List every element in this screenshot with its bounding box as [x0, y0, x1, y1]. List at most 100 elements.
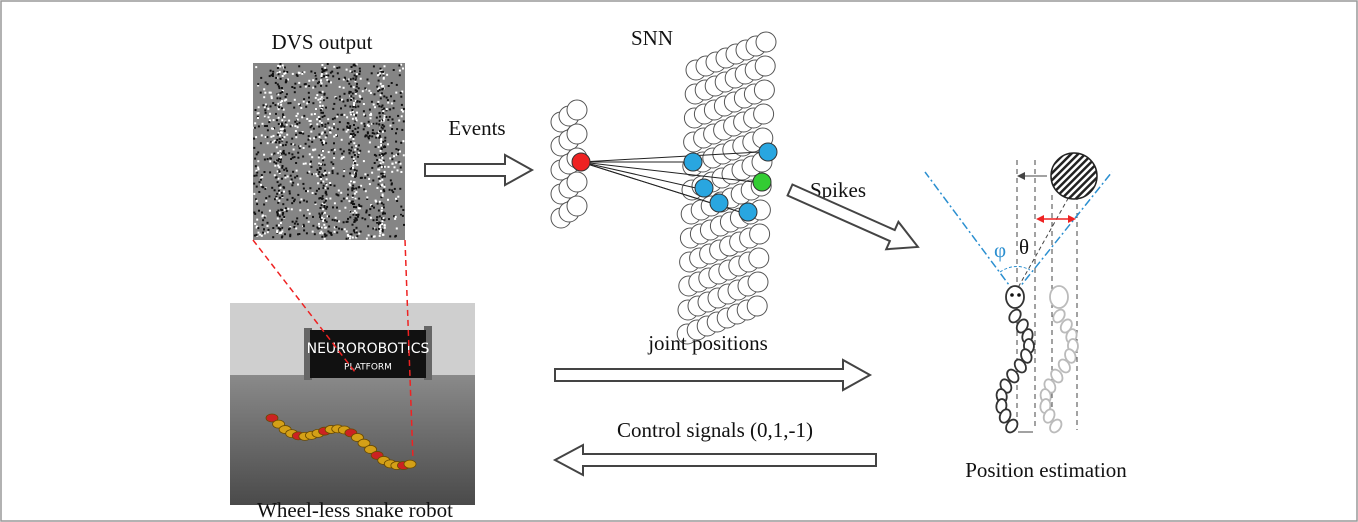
- event-pixel: [275, 162, 278, 165]
- event-pixel: [323, 218, 326, 221]
- event-pixel: [279, 134, 281, 137]
- event-pixel: [323, 233, 326, 236]
- event-pixel: [283, 136, 286, 139]
- event-pixel: [340, 191, 343, 194]
- event-pixel: [278, 211, 281, 214]
- event-pixel: [377, 168, 380, 171]
- event-pixel: [351, 109, 354, 112]
- event-pixel: [325, 106, 327, 109]
- event-pixel: [349, 111, 352, 114]
- neuron: [754, 55, 776, 77]
- event-pixel: [321, 197, 324, 200]
- event-pixel: [346, 234, 349, 236]
- event-pixel: [279, 63, 282, 66]
- event-pixel: [304, 83, 307, 86]
- event-pixel: [306, 209, 309, 211]
- event-pixel: [326, 215, 329, 218]
- event-pixel: [318, 222, 320, 225]
- event-pixel: [383, 107, 386, 110]
- event-pixel: [323, 223, 326, 226]
- event-pixel: [279, 101, 282, 104]
- event-pixel: [391, 118, 394, 121]
- event-pixel: [368, 141, 371, 144]
- event-pixel: [376, 187, 379, 189]
- event-pixel: [338, 121, 341, 124]
- event-pixel: [369, 208, 372, 211]
- event-pixel: [381, 178, 384, 181]
- event-pixel: [287, 207, 290, 210]
- event-pixel: [293, 198, 296, 201]
- event-pixel: [273, 161, 276, 164]
- event-pixel: [377, 222, 380, 225]
- event-pixel: [359, 77, 362, 80]
- event-pixel: [320, 181, 323, 184]
- event-pixel: [277, 116, 280, 119]
- event-pixel: [286, 169, 289, 172]
- event-pixel: [268, 195, 271, 198]
- event-pixel: [259, 91, 262, 94]
- event-pixel: [322, 174, 325, 177]
- event-pixel: [351, 236, 354, 239]
- event-pixel: [270, 140, 273, 143]
- event-pixel: [377, 146, 380, 149]
- event-pixel: [398, 64, 401, 67]
- event-pixel: [392, 69, 395, 71]
- event-pixel: [325, 174, 328, 177]
- event-pixel: [338, 85, 341, 88]
- event-pixel: [377, 72, 380, 75]
- event-pixel: [303, 71, 306, 74]
- event-pixel: [342, 150, 345, 153]
- event-pixel: [322, 70, 325, 73]
- event-pixel: [280, 158, 282, 161]
- event-pixel: [314, 136, 317, 139]
- event-pixel: [320, 82, 323, 85]
- event-pixel: [279, 97, 282, 100]
- event-pixel: [350, 180, 352, 183]
- event-pixel: [368, 134, 371, 137]
- event-pixel: [271, 127, 273, 130]
- event-pixel: [288, 119, 291, 122]
- event-pixel: [382, 165, 385, 168]
- event-pixel: [319, 101, 322, 104]
- event-pixel: [350, 167, 353, 169]
- synapse: [580, 161, 755, 183]
- event-pixel: [364, 114, 367, 117]
- sign-text: PLATFORM: [344, 363, 392, 373]
- body-segment: [1059, 318, 1073, 334]
- event-pixel: [378, 164, 381, 167]
- event-pixel: [323, 202, 326, 205]
- event-pixel: [320, 132, 323, 135]
- event-pixel: [320, 84, 322, 87]
- event-pixel: [307, 138, 310, 141]
- event-pixel: [276, 159, 279, 162]
- snake-segment: [351, 433, 364, 442]
- event-pixel: [349, 133, 352, 136]
- event-pixel: [333, 135, 336, 138]
- event-pixel: [378, 105, 381, 108]
- body-segment: [1013, 358, 1027, 374]
- event-pixel: [340, 107, 342, 110]
- event-pixel: [355, 206, 357, 209]
- event-pixel: [303, 98, 306, 101]
- event-pixel: [291, 220, 294, 223]
- event-pixel: [255, 233, 258, 236]
- event-pixel: [371, 205, 374, 208]
- event-pixel: [262, 219, 265, 222]
- event-pixel: [290, 124, 293, 127]
- event-pixel: [395, 140, 398, 143]
- event-pixel: [320, 123, 323, 126]
- event-pixel: [289, 174, 292, 177]
- event-pixel: [379, 120, 382, 123]
- event-pixel: [342, 197, 345, 200]
- event-pixel: [282, 203, 285, 206]
- event-pixel: [341, 156, 343, 159]
- event-pixel: [332, 107, 335, 110]
- event-pixel: [267, 107, 270, 110]
- event-pixel: [275, 146, 278, 149]
- event-pixel: [358, 197, 361, 200]
- event-pixel: [388, 115, 391, 118]
- event-pixel: [271, 73, 274, 75]
- event-pixel: [253, 126, 256, 129]
- event-pixel: [393, 166, 396, 169]
- joint-positions-label: joint positions: [647, 331, 768, 355]
